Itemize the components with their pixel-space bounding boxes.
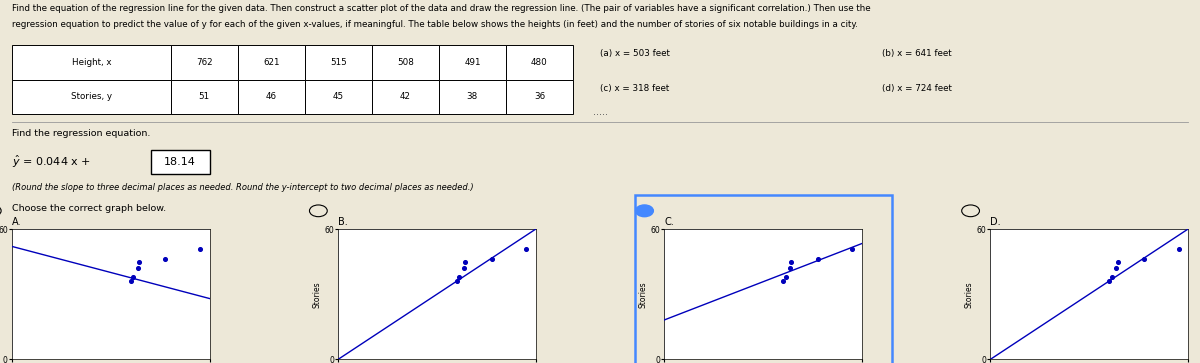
Text: Choose the correct graph below.: Choose the correct graph below. [12,204,166,213]
Point [773,278,792,284]
Point [776,274,796,280]
Y-axis label: Stories: Stories [965,281,973,307]
Text: 46: 46 [266,93,277,101]
Y-axis label: Stories: Stories [312,281,322,307]
Point [1169,246,1188,252]
Text: D.: D. [990,217,1001,227]
Text: (Round the slope to three decimal places as needed. Round the y-intercept to two: (Round the slope to three decimal places… [12,183,474,192]
Bar [170,80,238,114]
Point [780,265,799,271]
Text: (d) x = 724 feet: (d) x = 724 feet [882,83,952,93]
Bar [372,80,439,114]
Bar [305,45,372,80]
Text: 491: 491 [464,58,481,67]
Point [1106,265,1126,271]
Point [448,278,467,284]
Point [808,257,827,262]
Text: (a) x = 503 feet: (a) x = 503 feet [600,49,670,58]
Circle shape [636,205,653,217]
Text: 36: 36 [534,93,545,101]
Bar [151,150,210,174]
Bar [238,45,305,80]
Text: 515: 515 [330,58,347,67]
Y-axis label: Stories: Stories [638,281,648,307]
Text: .....: ..... [593,107,607,117]
Text: 18.14: 18.14 [164,157,196,167]
Point [450,274,469,280]
Text: 508: 508 [397,58,414,67]
Text: 762: 762 [196,58,212,67]
Bar [439,80,506,114]
Point [1102,274,1121,280]
Point [191,246,210,252]
Point [456,259,475,265]
Text: 42: 42 [400,93,410,101]
Text: 480: 480 [532,58,548,67]
Text: Stories, y: Stories, y [71,93,112,101]
Bar [170,45,238,80]
Text: 51: 51 [199,93,210,101]
Text: 45: 45 [332,93,344,101]
Text: B.: B. [338,217,348,227]
Bar [305,80,372,114]
Point [130,259,149,265]
Point [482,257,502,262]
Text: C.: C. [665,217,674,227]
Text: Height, x: Height, x [72,58,112,67]
Text: 621: 621 [263,58,280,67]
Text: A.: A. [12,217,22,227]
Text: regression equation to predict the value of y for each of the given x-values, if: regression equation to predict the value… [12,20,858,29]
Point [1099,278,1118,284]
Text: $\hat{y}$ = 0.044 x +: $\hat{y}$ = 0.044 x + [12,154,92,170]
Text: Find the regression equation.: Find the regression equation. [12,129,150,138]
Bar [439,45,506,80]
Bar [12,45,170,80]
Point [128,265,148,271]
Text: (b) x = 641 feet: (b) x = 641 feet [882,49,952,58]
Point [1108,259,1127,265]
Bar [506,45,572,80]
Text: (c) x = 318 feet: (c) x = 318 feet [600,83,670,93]
Point [782,259,802,265]
Text: Find the equation of the regression line for the given data. Then construct a sc: Find the equation of the regression line… [12,4,871,13]
Bar [238,80,305,114]
Point [124,274,143,280]
Point [517,246,536,252]
Bar [506,80,572,114]
Point [454,265,473,271]
Bar [635,195,892,363]
Bar [12,80,170,114]
Text: 38: 38 [467,93,478,101]
Bar [372,45,439,80]
Point [1134,257,1153,262]
Point [842,246,862,252]
Point [156,257,175,262]
Point [121,278,140,284]
